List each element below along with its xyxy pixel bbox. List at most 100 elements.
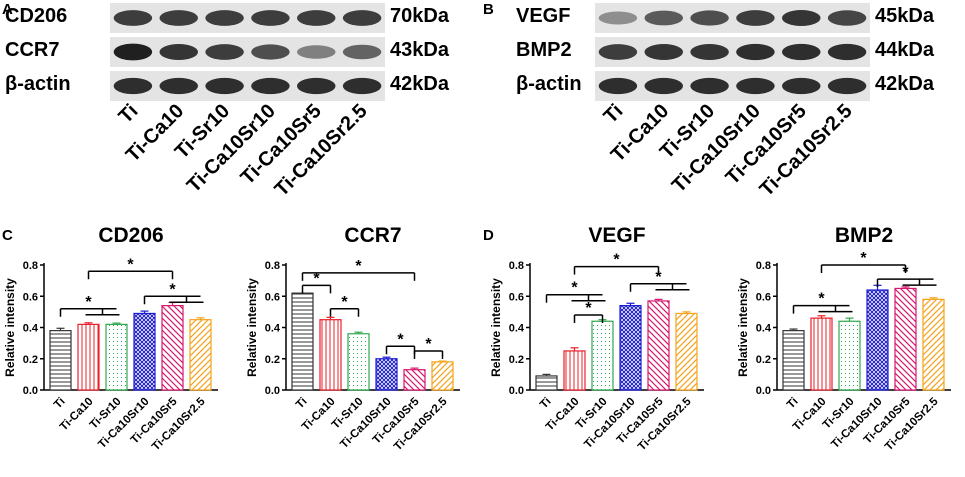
chart-title: BMP2 xyxy=(835,224,893,247)
blot-band xyxy=(736,77,775,95)
y-axis-label: Relative intensity xyxy=(736,278,750,377)
x-tick-label: Ti xyxy=(52,396,68,412)
blot-band xyxy=(598,11,638,25)
y-tick-label: 0.2 xyxy=(509,354,524,366)
blot-band xyxy=(342,10,382,26)
blot-band xyxy=(782,43,821,61)
blot-band xyxy=(159,10,198,26)
bar xyxy=(563,350,586,391)
bar xyxy=(866,289,889,391)
panel-letter-d: D xyxy=(483,227,494,244)
blot-band xyxy=(598,44,638,60)
significance-star: * xyxy=(169,281,176,298)
y-tick-label: 0.6 xyxy=(756,291,771,303)
y-axis-label: Relative intensity xyxy=(3,278,17,377)
blot-size-label: 43kDa xyxy=(390,39,450,61)
significance-star: * xyxy=(85,294,92,311)
significance-star: * xyxy=(425,336,432,353)
y-axis-label: Relative intensity xyxy=(489,278,503,377)
blot-band xyxy=(827,10,867,26)
chart-title: CD206 xyxy=(98,224,163,247)
bar xyxy=(810,317,833,391)
blot-band xyxy=(690,43,729,61)
bar xyxy=(77,323,100,391)
significance-star: * xyxy=(313,270,320,287)
panel-letter-b: B xyxy=(483,1,494,18)
bar xyxy=(319,319,342,391)
blot-band xyxy=(782,77,821,95)
blot-band xyxy=(113,10,153,26)
x-tick-label: Ti xyxy=(538,396,554,412)
y-tick-label: 0.6 xyxy=(23,291,38,303)
y-tick-label: 0.2 xyxy=(756,354,771,366)
significance-star: * xyxy=(860,250,867,267)
blot-size-label: 45kDa xyxy=(875,5,935,27)
blot-band xyxy=(159,77,198,95)
y-tick-label: 0.6 xyxy=(509,291,524,303)
blot-strip xyxy=(595,71,870,101)
x-tick-label: Ti xyxy=(785,396,801,412)
bar xyxy=(894,287,917,391)
bar xyxy=(347,333,370,391)
blot-band xyxy=(297,77,336,95)
blot-band xyxy=(297,45,336,59)
significance-star: * xyxy=(655,269,662,286)
y-tick-label: 0.8 xyxy=(23,260,38,272)
blot-strip xyxy=(110,3,385,33)
blot-band xyxy=(690,77,729,95)
bar xyxy=(49,330,72,391)
y-tick-label: 0.0 xyxy=(509,385,524,397)
blot-band xyxy=(782,9,821,27)
bar xyxy=(105,323,128,391)
bar xyxy=(189,319,212,391)
significance-star: * xyxy=(585,300,592,317)
blot-band xyxy=(827,43,867,61)
lane-label: Ti xyxy=(600,100,628,128)
blot-size-label: 42kDa xyxy=(390,73,450,95)
y-tick-label: 0.0 xyxy=(23,385,38,397)
blot-row-label: BMP2 xyxy=(516,39,572,61)
panel-letter-a: A xyxy=(2,1,13,18)
y-tick-label: 0.8 xyxy=(265,260,280,272)
blot-band xyxy=(159,43,198,61)
blot-band xyxy=(342,44,382,60)
y-tick-label: 0.6 xyxy=(265,291,280,303)
blot-row-label: β-actin xyxy=(5,73,71,95)
blot-band xyxy=(251,44,290,60)
y-axis-label: Relative intensity xyxy=(245,278,259,377)
bar xyxy=(291,292,314,391)
blot-band xyxy=(113,77,153,95)
blot-size-label: 42kDa xyxy=(875,73,935,95)
blot-band xyxy=(113,43,153,61)
blot-band xyxy=(297,10,336,26)
blot-band xyxy=(827,77,867,95)
blot-size-label: 70kDa xyxy=(390,5,450,27)
x-tick-label: Ti xyxy=(294,396,310,412)
blot-strip xyxy=(110,71,385,101)
significance-star: * xyxy=(127,256,134,273)
y-tick-label: 0.0 xyxy=(756,385,771,397)
bar xyxy=(838,320,861,391)
blot-band xyxy=(251,77,290,95)
blot-strip xyxy=(595,37,870,67)
blot-band xyxy=(644,43,683,61)
bar xyxy=(403,369,426,391)
y-tick-label: 0.0 xyxy=(265,385,280,397)
y-tick-label: 0.8 xyxy=(509,260,524,272)
bar xyxy=(647,300,670,391)
chart-title: CCR7 xyxy=(344,224,401,247)
blot-strip xyxy=(595,3,870,33)
blot-band xyxy=(644,10,683,26)
blot-row-label: CD206 xyxy=(5,5,67,27)
bar-chart-cd206: CD206 Relative intensity 0.0 0.2 0.4 0.6 0.8 Ti… xyxy=(3,224,218,453)
y-tick-label: 0.4 xyxy=(509,323,525,335)
bar xyxy=(922,298,945,391)
significance-star: * xyxy=(397,331,404,348)
blot-band xyxy=(644,77,683,95)
blot-band xyxy=(736,10,775,26)
blot-band xyxy=(205,10,244,26)
